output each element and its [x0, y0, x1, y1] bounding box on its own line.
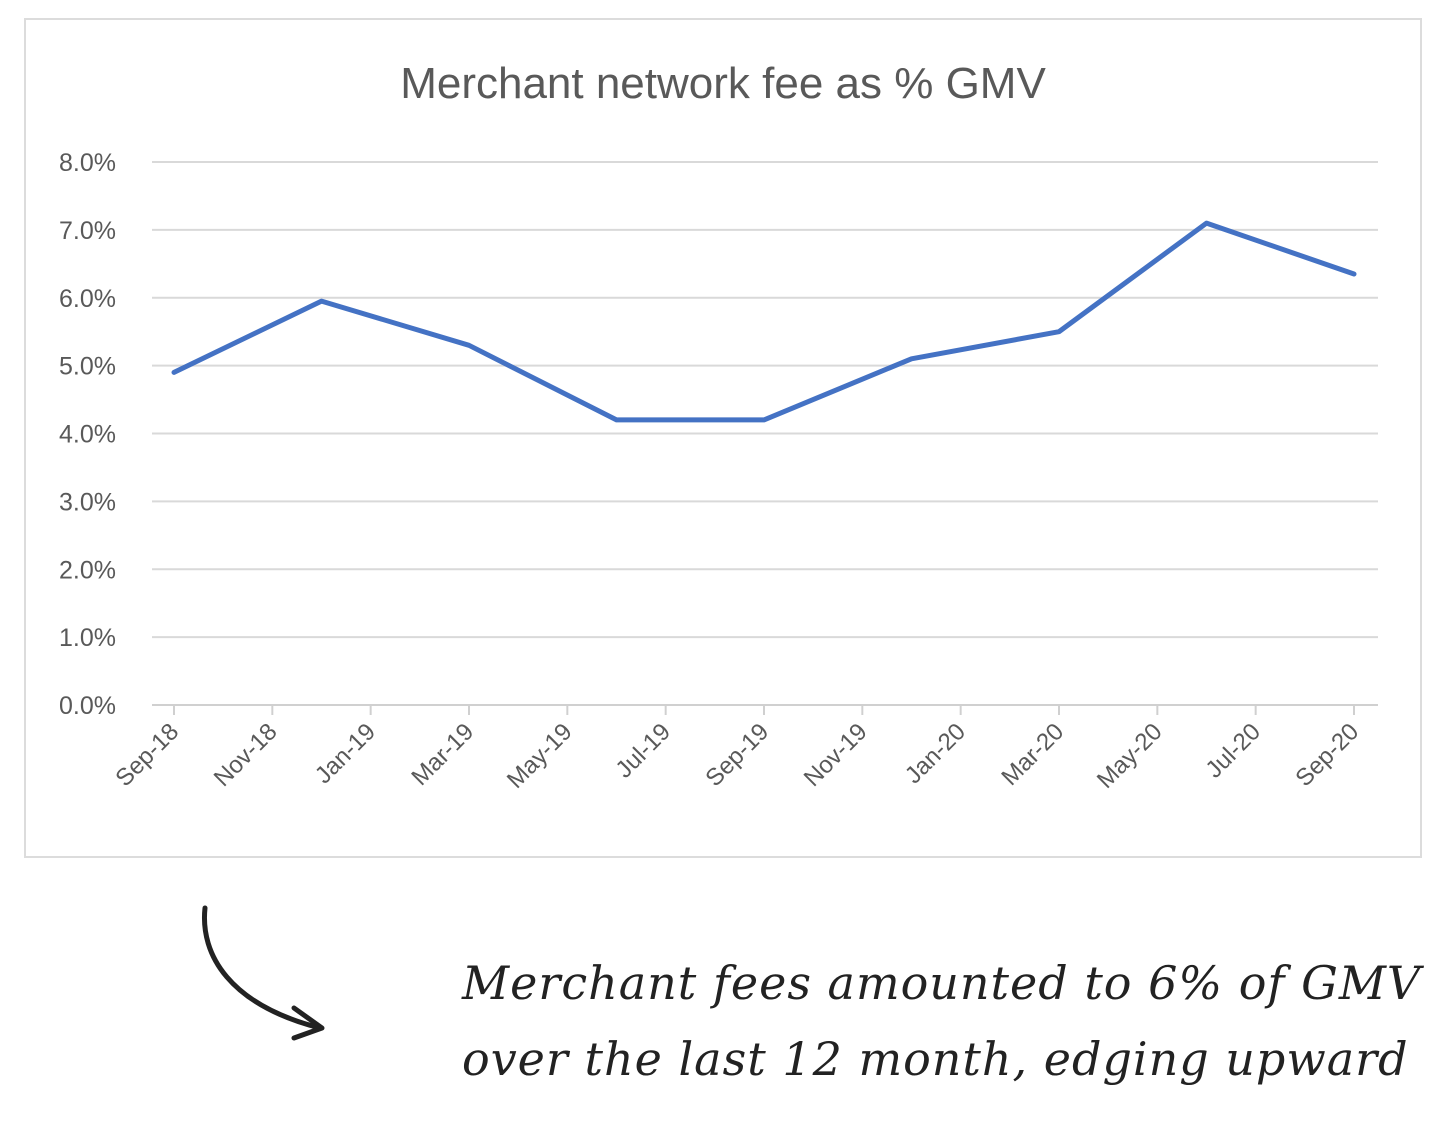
- x-tick-label: Mar-20: [996, 718, 1069, 791]
- annotation-line-2: over the last 12 month, edging upward: [462, 1032, 1409, 1086]
- series-layer: [171, 220, 1357, 423]
- y-tick-label: 6.0%: [59, 285, 116, 313]
- x-tick-label: Nov-18: [209, 718, 283, 792]
- x-tick-label: Jan-19: [310, 718, 381, 789]
- y-tick-label: 4.0%: [59, 421, 116, 449]
- x-tick-label: Jan-20: [900, 718, 971, 789]
- x-tick-label: May-19: [502, 718, 578, 794]
- chart-frame: Merchant network fee as % GMV 0.0% 1.0% 2.…: [24, 18, 1422, 858]
- y-tick-label: 3.0%: [59, 488, 116, 516]
- x-tick-label: Sep-18: [110, 718, 184, 792]
- chart-title: Merchant network fee as % GMV: [400, 59, 1046, 108]
- y-tick-label: 7.0%: [59, 217, 116, 245]
- gridlines: [152, 161, 1378, 706]
- y-tick-label: 2.0%: [59, 556, 116, 584]
- line-chart: Merchant network fee as % GMV 0.0% 1.0% 2.…: [59, 59, 1378, 794]
- y-tick-label: 5.0%: [59, 353, 116, 381]
- x-tick-label: Jul-20: [1201, 718, 1266, 783]
- annotation-line-1: Merchant fees amounted to 6% of GMV: [462, 956, 1422, 1010]
- x-tick-label: May-20: [1092, 718, 1168, 794]
- annotation-text: Merchant fees amounted to 6% of GMV over…: [462, 945, 1422, 1097]
- x-axis-ticks: Sep-18 Nov-18 Jan-19 Mar-19 May-19 Jul-19 Sep-…: [110, 705, 1364, 794]
- series-line: [171, 220, 1357, 423]
- x-tick-label: Nov-19: [799, 718, 873, 792]
- y-tick-label: 0.0%: [59, 692, 116, 720]
- y-tick-label: 1.0%: [59, 624, 116, 652]
- y-axis-ticks: 0.0% 1.0% 2.0% 3.0% 4.0% 5.0% 6.0% 7.0% 8.0%: [59, 149, 116, 720]
- x-tick-label: Jul-19: [611, 718, 676, 783]
- curved-arrow-icon: [201, 905, 325, 1041]
- x-tick-label: Mar-19: [406, 718, 479, 791]
- x-tick-label: Sep-20: [1290, 718, 1364, 792]
- x-tick-label: Sep-19: [700, 718, 774, 792]
- y-tick-label: 8.0%: [59, 149, 116, 177]
